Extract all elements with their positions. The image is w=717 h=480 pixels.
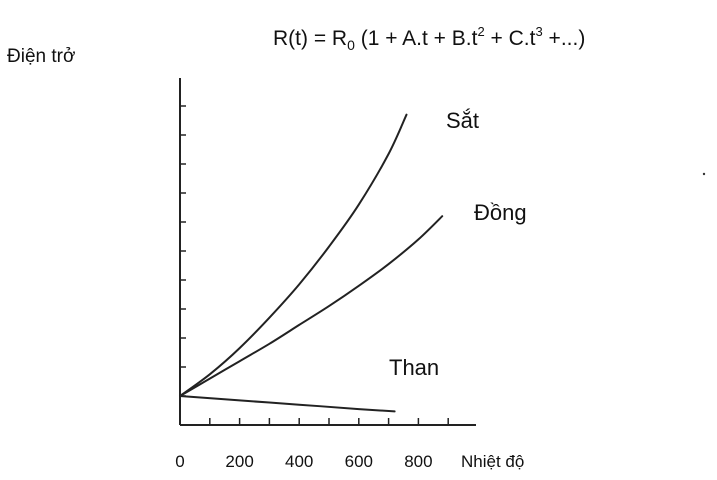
x-tick-label: 400	[285, 452, 313, 471]
series-label-sat: Sắt	[446, 108, 479, 133]
x-tick-label: 0	[175, 452, 184, 471]
x-tick-label: 800	[404, 452, 432, 471]
y-axis-label: Điện trở	[7, 46, 75, 67]
x-axis-ticks	[209, 418, 449, 425]
series-line-than	[179, 395, 396, 413]
x-axis-label: Nhiệt độ	[461, 452, 524, 471]
x-tick-label: 600	[345, 452, 373, 471]
stray-dot	[702, 172, 706, 176]
series-layer	[179, 113, 444, 413]
series-label-than: Than	[389, 355, 439, 380]
series-line-dong	[179, 215, 444, 397]
x-tick-label: 200	[225, 452, 253, 471]
x-axis-tick-labels: 0 200 400 600 800	[175, 452, 432, 471]
formula: R(t) = R0 (1 + A.t + B.t2 + C.t3 +...)	[273, 24, 585, 53]
series-label-dong: Đồng	[474, 200, 527, 225]
series-line-sat	[179, 113, 408, 397]
